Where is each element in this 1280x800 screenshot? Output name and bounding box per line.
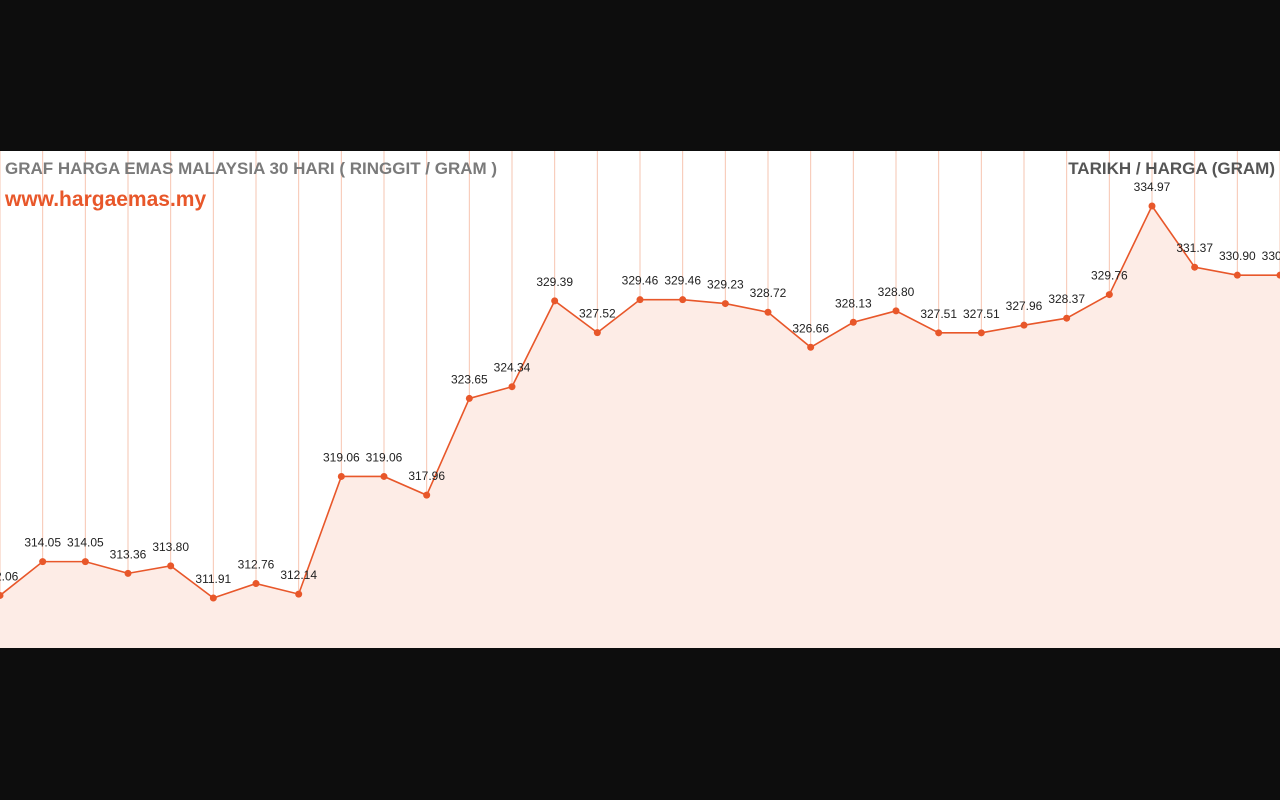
data-point bbox=[124, 569, 132, 577]
data-label: 329.46 bbox=[622, 274, 659, 288]
data-point bbox=[209, 594, 217, 602]
data-point bbox=[849, 318, 857, 326]
data-label: 314.05 bbox=[24, 536, 61, 550]
data-point bbox=[380, 472, 388, 480]
data-point bbox=[636, 296, 644, 304]
data-point bbox=[1063, 314, 1071, 322]
data-label: 330.90 bbox=[1262, 249, 1280, 263]
data-point bbox=[935, 329, 943, 337]
data-label: 334.97 bbox=[1134, 180, 1171, 194]
data-point bbox=[508, 383, 516, 391]
data-label: 324.34 bbox=[494, 361, 531, 375]
data-point bbox=[977, 329, 985, 337]
data-label: 329.46 bbox=[664, 274, 701, 288]
data-label: 326.66 bbox=[792, 321, 829, 335]
chart: 24-0225-0226-0227-0228-0229-021-032-033-… bbox=[0, 151, 1280, 648]
data-point bbox=[337, 472, 345, 480]
data-point bbox=[465, 394, 473, 402]
data-label: 327.51 bbox=[963, 307, 1000, 321]
data-point bbox=[1020, 321, 1028, 329]
data-label: 319.06 bbox=[366, 450, 403, 464]
data-point bbox=[1233, 271, 1241, 279]
chart-panel: 24-0225-0226-0227-0228-0229-021-032-033-… bbox=[0, 151, 1280, 648]
data-label: 328.13 bbox=[835, 296, 872, 310]
data-label: 328.80 bbox=[878, 285, 915, 299]
data-label: 329.23 bbox=[707, 278, 744, 292]
data-point bbox=[423, 491, 431, 499]
data-point bbox=[679, 296, 687, 304]
data-point bbox=[167, 562, 175, 570]
data-label: 312.06 bbox=[0, 569, 19, 583]
data-label: 329.76 bbox=[1091, 269, 1128, 283]
data-point bbox=[551, 297, 559, 305]
data-point bbox=[764, 308, 772, 316]
data-label: 319.06 bbox=[323, 450, 360, 464]
data-point bbox=[0, 591, 4, 599]
data-label: 327.52 bbox=[579, 307, 616, 321]
data-label: 311.91 bbox=[195, 572, 231, 586]
data-label: 328.37 bbox=[1048, 292, 1085, 306]
data-label: 313.80 bbox=[152, 540, 189, 554]
data-label: 313.36 bbox=[110, 547, 147, 561]
chart-subtitle: www.hargaemas.my bbox=[4, 188, 206, 211]
data-point bbox=[892, 307, 900, 315]
data-point bbox=[807, 343, 815, 351]
data-label: 328.72 bbox=[750, 286, 787, 300]
data-point bbox=[721, 300, 729, 308]
data-label: 327.51 bbox=[920, 307, 957, 321]
data-label: 314.05 bbox=[67, 536, 104, 550]
data-point bbox=[1148, 202, 1156, 210]
data-point bbox=[593, 329, 601, 337]
data-point bbox=[295, 590, 303, 598]
data-label: 312.76 bbox=[238, 558, 275, 572]
data-point bbox=[81, 558, 89, 566]
data-point bbox=[1191, 263, 1199, 271]
data-label: 317.96 bbox=[408, 469, 445, 483]
data-label: 329.39 bbox=[536, 275, 573, 289]
data-label: 327.96 bbox=[1006, 299, 1043, 313]
legend-title: TARIKH / HARGA (GRAM) bbox=[1068, 159, 1275, 178]
data-point bbox=[252, 580, 260, 588]
data-label: 330.90 bbox=[1219, 249, 1256, 263]
data-point bbox=[1276, 271, 1280, 279]
data-point bbox=[39, 558, 47, 566]
data-point bbox=[1105, 291, 1113, 299]
data-label: 331.37 bbox=[1176, 241, 1213, 255]
data-label: 323.65 bbox=[451, 372, 488, 386]
chart-title: GRAF HARGA EMAS MALAYSIA 30 HARI ( RINGG… bbox=[5, 159, 497, 178]
data-label: 312.14 bbox=[280, 568, 317, 582]
